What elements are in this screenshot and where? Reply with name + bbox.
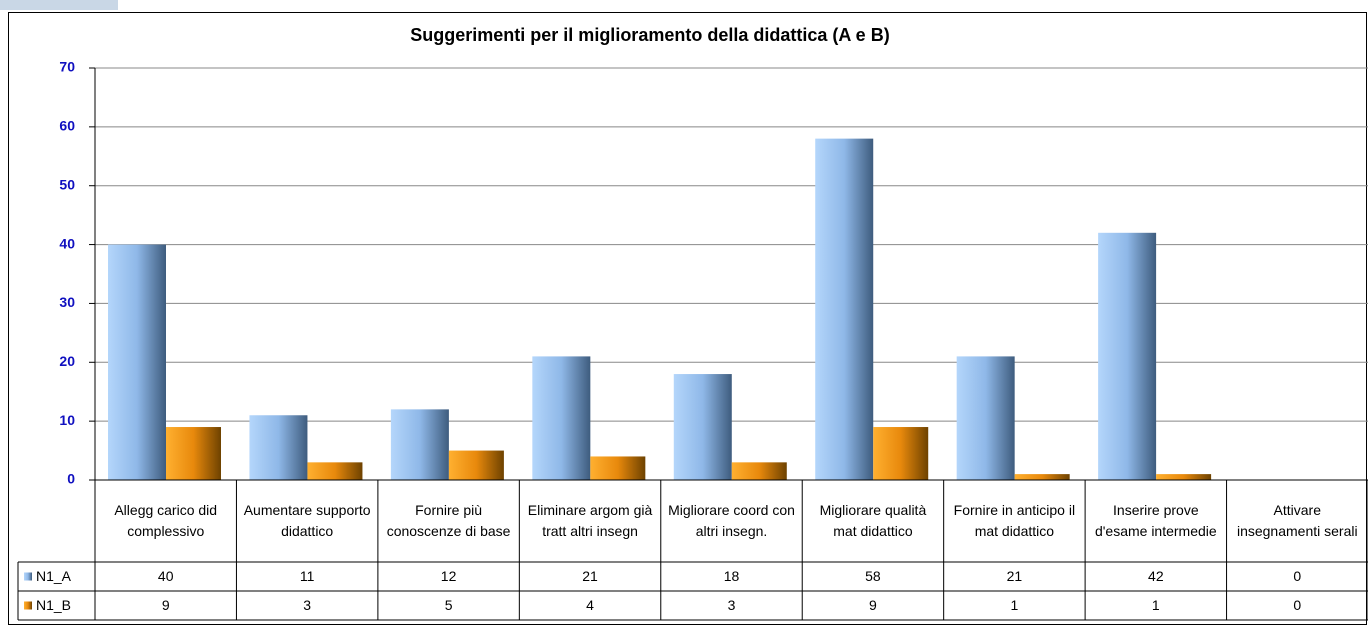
bar: [673, 374, 732, 480]
legend-label: N1_A: [36, 568, 72, 584]
y-tick-label: 10: [59, 412, 75, 428]
bar: [390, 409, 449, 480]
bar: [448, 450, 504, 480]
bar: [1014, 474, 1070, 480]
table-value: 40: [157, 568, 174, 584]
x-tick-label: Inserire prove d'esame intermedie: [1094, 502, 1217, 539]
legend-swatch: [24, 572, 32, 581]
bar: [1156, 474, 1212, 480]
table-value: 21: [582, 568, 598, 584]
x-tick-label: Fornire in anticipo il mat didattico: [953, 502, 1076, 539]
x-tick-label: Migliorare coord con altri insegn.: [668, 502, 795, 539]
table-value: 1: [1010, 597, 1019, 613]
bar: [590, 456, 646, 480]
bar: [532, 356, 591, 480]
y-tick-label: 0: [67, 471, 75, 487]
y-tick-label: 60: [59, 118, 75, 134]
y-tick-label: 20: [59, 353, 75, 369]
bar: [956, 356, 1015, 480]
table-value: 18: [723, 568, 740, 584]
bar: [815, 138, 874, 480]
header-strip: [0, 0, 118, 10]
bar: [108, 244, 166, 480]
table-value: 5: [444, 597, 453, 613]
bar: [873, 427, 929, 480]
table-value: 58: [865, 568, 881, 584]
table-value: 9: [869, 597, 877, 613]
table-value: 11: [299, 568, 315, 584]
table-value: 0: [1293, 597, 1302, 613]
bar: [249, 415, 308, 480]
table-value: 1: [1151, 597, 1160, 613]
x-tick-label: Aumentare supporto didattico: [243, 502, 371, 539]
table-value: 9: [161, 597, 170, 613]
bar: [731, 462, 787, 480]
y-tick-label: 30: [59, 294, 75, 310]
table-value: 0: [1293, 568, 1302, 584]
bar: [307, 462, 363, 480]
x-tick-label: Fornire più conoscenze di base: [386, 502, 511, 539]
table-value: 42: [1148, 568, 1164, 584]
table-value: 12: [440, 568, 457, 584]
chart-title: Suggerimenti per il miglioramento della …: [410, 25, 889, 45]
y-tick-label: 40: [59, 235, 75, 251]
legend-swatch: [24, 601, 32, 610]
x-tick-label: Attivare insegnamenti serali: [1236, 502, 1358, 539]
legend-label: N1_B: [36, 597, 71, 613]
table-value: 3: [303, 597, 312, 613]
table-value: 4: [586, 597, 594, 613]
y-tick-label: 70: [59, 59, 75, 75]
x-tick-label: Eliminare argom già tratt altri insegn: [527, 502, 653, 539]
bar: [1098, 232, 1157, 480]
bar: [166, 427, 221, 480]
table-value: 21: [1006, 568, 1023, 584]
x-tick-label: Migliorare qualità mat didattico: [819, 502, 927, 539]
table-value: 3: [727, 597, 736, 613]
y-tick-label: 50: [59, 176, 75, 192]
x-tick-label: Allegg carico did complessivo: [114, 502, 218, 539]
